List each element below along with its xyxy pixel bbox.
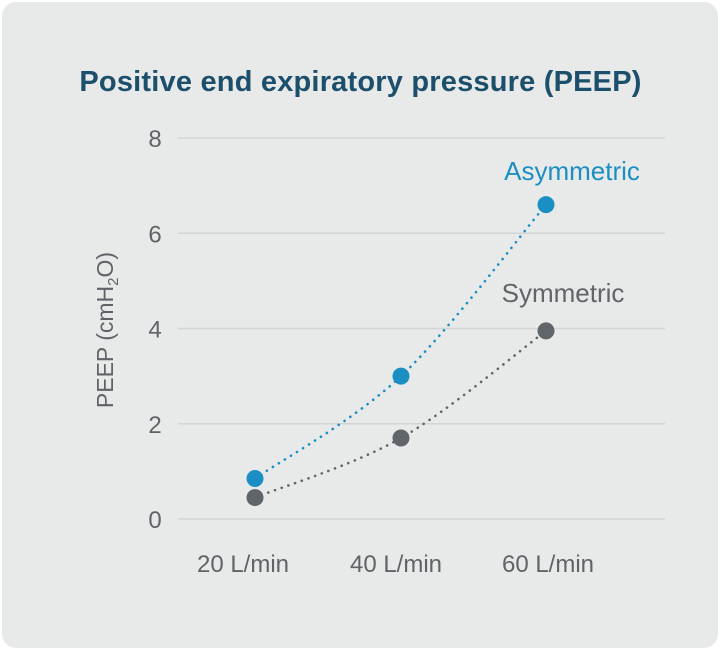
y-tick-label: 4: [148, 317, 161, 344]
y-tick-label: 8: [148, 126, 161, 153]
data-point-symmetric: [537, 322, 555, 340]
data-point-asymmetric: [392, 367, 410, 385]
x-tick-label: 60 L/min: [502, 551, 594, 578]
x-tick-label: 40 L/min: [350, 551, 442, 578]
series-line-symmetric: [253, 329, 548, 499]
data-point-symmetric: [392, 429, 410, 447]
data-point-asymmetric: [537, 196, 555, 214]
y-tick-label: 0: [148, 507, 161, 534]
grid-lines: [178, 137, 665, 520]
y-tick-label: 6: [148, 221, 161, 248]
series-label-symmetric: Symmetric: [502, 278, 625, 308]
y-tick-labels: 0 2 4 6 8: [148, 126, 161, 534]
y-axis-label: PEEP (cmH2O): [92, 252, 122, 408]
x-tick-labels: 20 L/min 40 L/min 60 L/min: [197, 551, 594, 578]
chart-title: Positive end expiratory pressure (PEEP): [79, 66, 642, 98]
x-tick-label: 20 L/min: [197, 551, 289, 578]
y-tick-label: 2: [148, 412, 161, 439]
data-point-symmetric: [246, 489, 264, 507]
series-label-asymmetric: Asymmetric: [504, 156, 640, 186]
data-point-asymmetric: [246, 470, 264, 488]
series-group: Asymmetric Symmetric: [246, 156, 640, 507]
